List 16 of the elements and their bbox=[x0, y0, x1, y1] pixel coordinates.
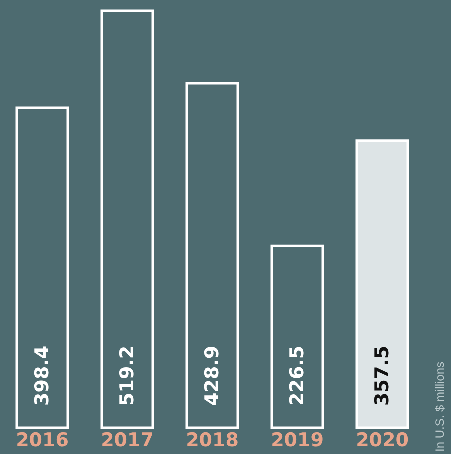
bar bbox=[356, 140, 410, 430]
bar bbox=[186, 82, 240, 430]
text: In U.S. $ millions bbox=[433, 362, 447, 452]
data-label: 357.5 bbox=[372, 346, 394, 406]
bar bbox=[16, 106, 70, 430]
data-label: 519.2 bbox=[116, 346, 138, 406]
data-label: 428.9 bbox=[202, 346, 224, 406]
data-label: 226.5 bbox=[286, 346, 308, 406]
x-tick-label: 2016 bbox=[16, 430, 69, 452]
x-tick-label: 2017 bbox=[101, 430, 154, 452]
x-tick-label: 2020 bbox=[356, 430, 409, 452]
data-label: 398.4 bbox=[32, 346, 54, 406]
x-tick-label: 2019 bbox=[271, 430, 324, 452]
bar bbox=[100, 10, 154, 430]
bar bbox=[270, 244, 324, 430]
x-tick-label: 2018 bbox=[186, 430, 239, 452]
